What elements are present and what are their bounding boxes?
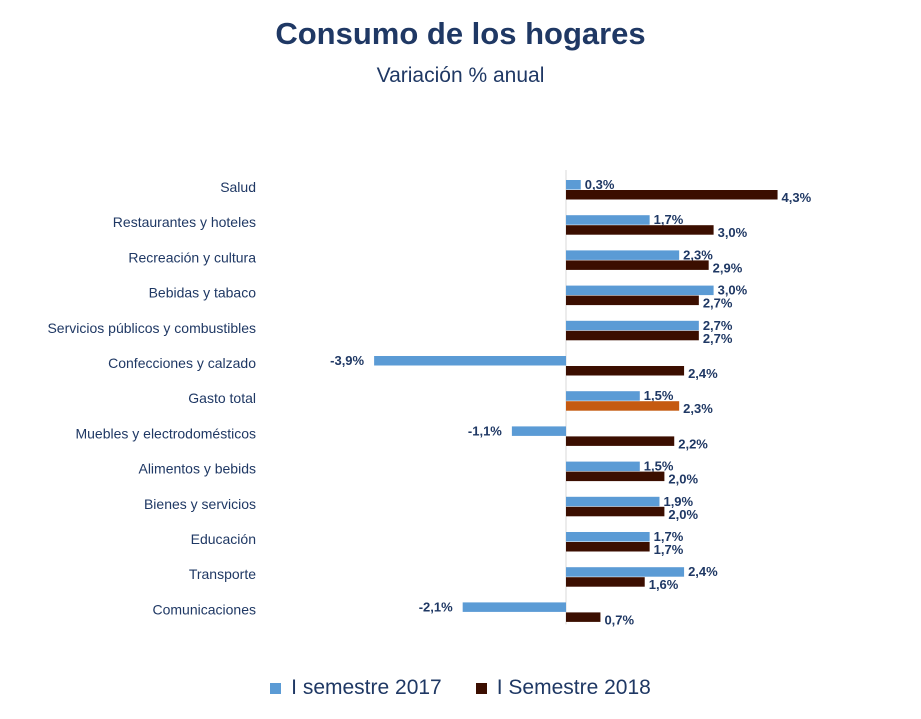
category-label: Bienes y servicios bbox=[144, 496, 256, 512]
data-label-2017: -1,1% bbox=[468, 423, 502, 438]
data-label-2017: 1,7% bbox=[654, 529, 684, 544]
bar-2017 bbox=[374, 356, 566, 366]
bar-2017 bbox=[566, 532, 650, 542]
data-label-2018: 2,0% bbox=[668, 472, 698, 487]
bar-2018 bbox=[566, 471, 665, 482]
legend-label-2018: I Semestre 2018 bbox=[496, 676, 651, 699]
category-label: Comunicaciones bbox=[153, 601, 257, 617]
bar-2018 bbox=[566, 577, 645, 587]
data-label-2018: 3,0% bbox=[718, 225, 748, 240]
bar-2017 bbox=[566, 461, 640, 472]
legend-item-2017: I semestre 2017 bbox=[270, 676, 442, 700]
data-label-2017: 1,5% bbox=[644, 388, 674, 403]
category-label: Servicios públicos y combustibles bbox=[47, 320, 256, 336]
bar-2017 bbox=[462, 602, 566, 612]
category-label: Confecciones y calzado bbox=[108, 355, 256, 371]
category-label: Recreación y cultura bbox=[128, 249, 256, 265]
data-label-2018: 2,0% bbox=[668, 507, 698, 522]
data-label-2017: 1,9% bbox=[663, 494, 693, 509]
bar-2018 bbox=[566, 401, 680, 411]
data-label-2018: 2,4% bbox=[688, 366, 718, 381]
data-label-2018: 2,9% bbox=[713, 260, 743, 275]
data-label-2018: 2,3% bbox=[683, 401, 713, 416]
bar-2018 bbox=[566, 295, 699, 306]
bar-2017 bbox=[566, 285, 714, 296]
data-label-2018: 4,3% bbox=[782, 190, 812, 205]
data-label-2018: 1,6% bbox=[649, 577, 679, 592]
data-label-2017: -3,9% bbox=[330, 353, 364, 368]
data-label-2018: 2,7% bbox=[703, 296, 733, 311]
bar-2017 bbox=[566, 215, 650, 225]
data-label-2017: 2,7% bbox=[703, 318, 733, 333]
category-label: Gasto total bbox=[188, 390, 256, 406]
bar-2017 bbox=[566, 391, 640, 401]
bar-2018 bbox=[566, 190, 778, 200]
category-label: Muebles y electrodomésticos bbox=[75, 425, 256, 441]
bar-2017 bbox=[566, 180, 581, 190]
bar-2017 bbox=[566, 496, 660, 507]
chart-title: Consumo de los hogares bbox=[275, 16, 646, 51]
chart-subtitle: Variación % anual bbox=[376, 64, 545, 87]
category-label: Salud bbox=[220, 179, 256, 195]
bar-2018 bbox=[566, 260, 709, 270]
data-label-2018: 1,7% bbox=[654, 542, 684, 557]
bar-2017 bbox=[566, 320, 699, 331]
bar-2018 bbox=[566, 436, 675, 446]
bar-2018 bbox=[566, 542, 650, 552]
data-label-2018: 2,7% bbox=[703, 331, 733, 346]
legend-swatch-2017 bbox=[270, 682, 282, 694]
legend-label-2017: I semestre 2017 bbox=[291, 676, 442, 699]
bar-2018 bbox=[566, 366, 685, 376]
legend-swatch-2018 bbox=[475, 682, 487, 694]
data-label-2017: 2,3% bbox=[683, 247, 713, 262]
legend: I semestre 2017 I Semestre 2018 bbox=[0, 676, 921, 700]
category-label: Alimentos y bebids bbox=[138, 461, 256, 477]
bar-2017 bbox=[511, 426, 566, 436]
data-label-2017: 2,4% bbox=[688, 564, 718, 579]
data-label-2017: 0,3% bbox=[585, 177, 615, 192]
category-label: Transporte bbox=[189, 566, 256, 582]
bar-2018 bbox=[566, 330, 699, 341]
data-label-2018: 2,2% bbox=[678, 436, 708, 451]
category-label: Restaurantes y hoteles bbox=[113, 214, 256, 230]
data-label-2017: -2,1% bbox=[419, 599, 453, 614]
bar-2017 bbox=[566, 567, 685, 577]
data-label-2017: 1,7% bbox=[654, 212, 684, 227]
bar-2018 bbox=[566, 612, 601, 622]
category-label: Bebidas y tabaco bbox=[149, 285, 257, 301]
data-label-2017: 3,0% bbox=[718, 283, 748, 298]
data-label-2018: 0,7% bbox=[604, 612, 634, 627]
bar-2018 bbox=[566, 506, 665, 517]
bar-2018 bbox=[566, 225, 714, 235]
category-label: Educación bbox=[191, 531, 256, 547]
legend-item-2018: I Semestre 2018 bbox=[475, 676, 651, 700]
data-label-2017: 1,5% bbox=[644, 459, 674, 474]
bar-2017 bbox=[566, 250, 680, 260]
